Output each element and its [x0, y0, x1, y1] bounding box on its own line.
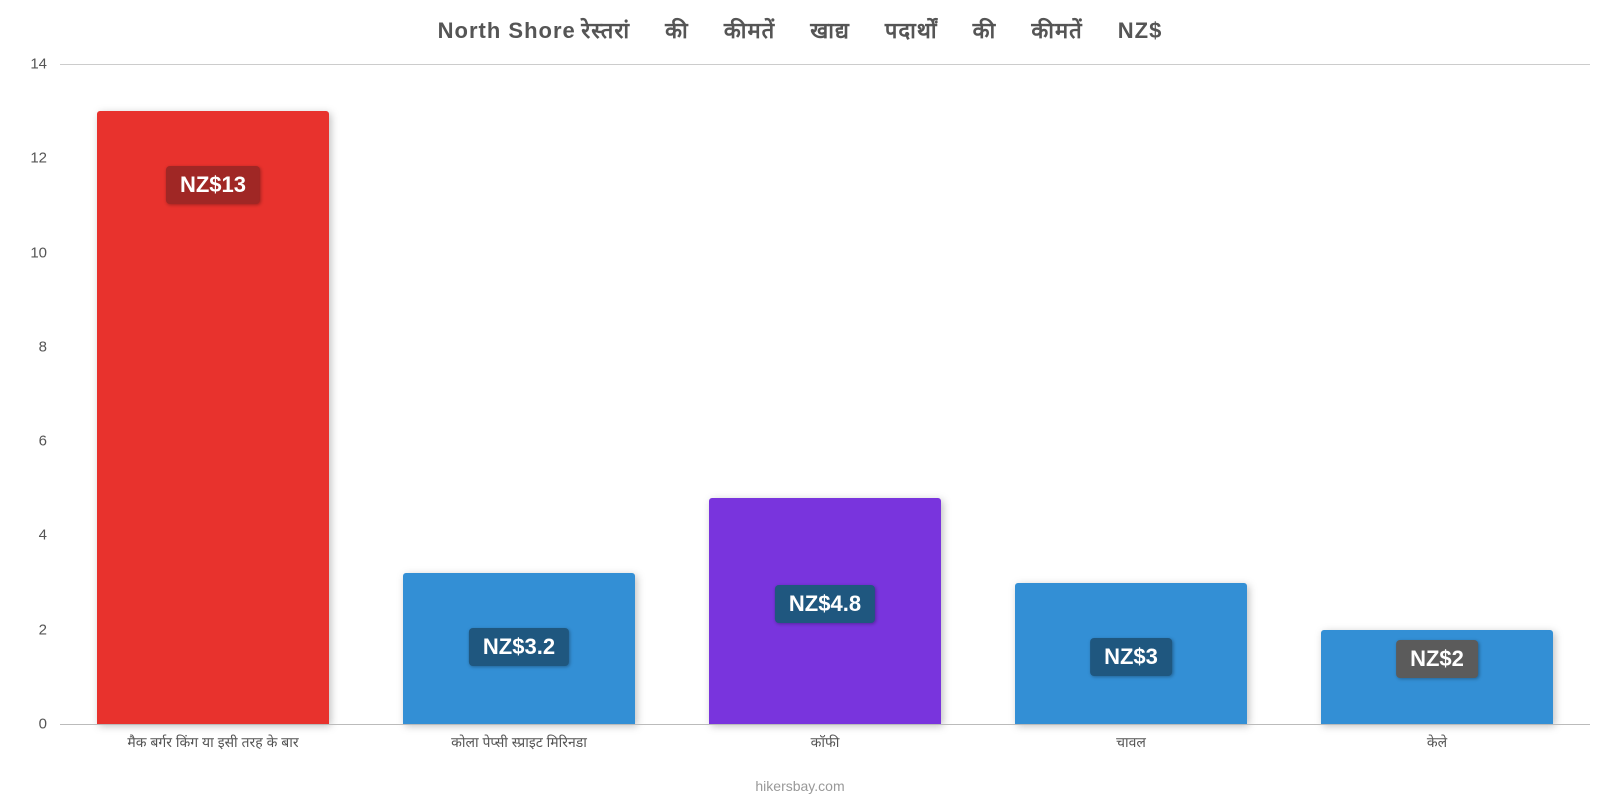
bar-group: NZ$13: [60, 64, 366, 724]
x-label: कॉफी: [672, 725, 978, 752]
value-label: NZ$2: [1396, 640, 1478, 678]
x-label: मैक बर्गर किंग या इसी तरह के बार: [60, 725, 366, 752]
y-tick: 4: [7, 527, 47, 544]
x-axis: मैक बर्गर किंग या इसी तरह के बारकोला पेप…: [60, 724, 1590, 752]
title-rest: रेस्तरां की कीमतें खाद्य पदार्थों की कीम…: [581, 18, 1162, 43]
y-tick: 8: [7, 338, 47, 355]
bar: NZ$3.2: [403, 573, 636, 724]
y-tick: 0: [7, 716, 47, 733]
x-label: केले: [1284, 725, 1590, 752]
value-label: NZ$3.2: [469, 628, 569, 666]
value-label: NZ$13: [166, 166, 260, 204]
y-tick: 6: [7, 433, 47, 450]
value-label: NZ$4.8: [775, 585, 875, 623]
credit-text: hikersbay.com: [0, 778, 1600, 794]
bar-group: NZ$2: [1284, 64, 1590, 724]
bar: NZ$13: [97, 111, 330, 724]
y-tick: 14: [7, 56, 47, 73]
x-label: कोला पेप्सी स्प्राइट मिरिनडा: [366, 725, 672, 752]
bar: NZ$2: [1321, 630, 1554, 724]
y-tick: 10: [7, 244, 47, 261]
bars-area: NZ$13 NZ$3.2 NZ$4.8 NZ$3 NZ$2: [60, 64, 1590, 724]
bar-group: NZ$3: [978, 64, 1284, 724]
bar: NZ$4.8: [709, 498, 942, 724]
bar: NZ$3: [1015, 583, 1248, 724]
value-label: NZ$3: [1090, 638, 1172, 676]
y-tick: 12: [7, 150, 47, 167]
y-axis: 02468101214: [0, 64, 55, 724]
x-label: चावल: [978, 725, 1284, 752]
y-tick: 2: [7, 621, 47, 638]
title-prefix: North Shore: [438, 18, 576, 43]
bar-group: NZ$3.2: [366, 64, 672, 724]
bar-group: NZ$4.8: [672, 64, 978, 724]
chart-container: North Shore रेस्तरां की कीमतें खाद्य पदा…: [0, 0, 1600, 800]
chart-title: North Shore रेस्तरां की कीमतें खाद्य पदा…: [0, 0, 1600, 45]
